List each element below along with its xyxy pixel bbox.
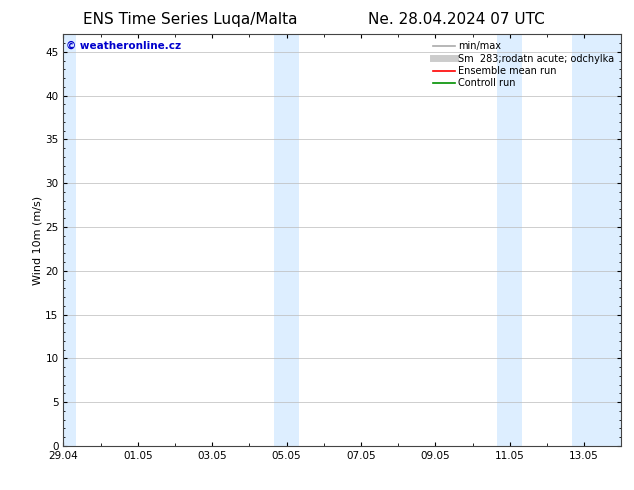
Text: Ne. 28.04.2024 07 UTC: Ne. 28.04.2024 07 UTC: [368, 12, 545, 27]
Y-axis label: Wind 10m (m/s): Wind 10m (m/s): [32, 196, 42, 285]
Text: ENS Time Series Luqa/Malta: ENS Time Series Luqa/Malta: [83, 12, 297, 27]
Bar: [63, 34, 75, 446]
Legend: min/max, Sm  283;rodatn acute; odchylka, Ensemble mean run, Controll run: min/max, Sm 283;rodatn acute; odchylka, …: [431, 39, 616, 90]
Bar: [498, 34, 522, 446]
Bar: [572, 34, 621, 446]
Bar: [275, 34, 299, 446]
Text: © weatheronline.cz: © weatheronline.cz: [66, 41, 181, 50]
